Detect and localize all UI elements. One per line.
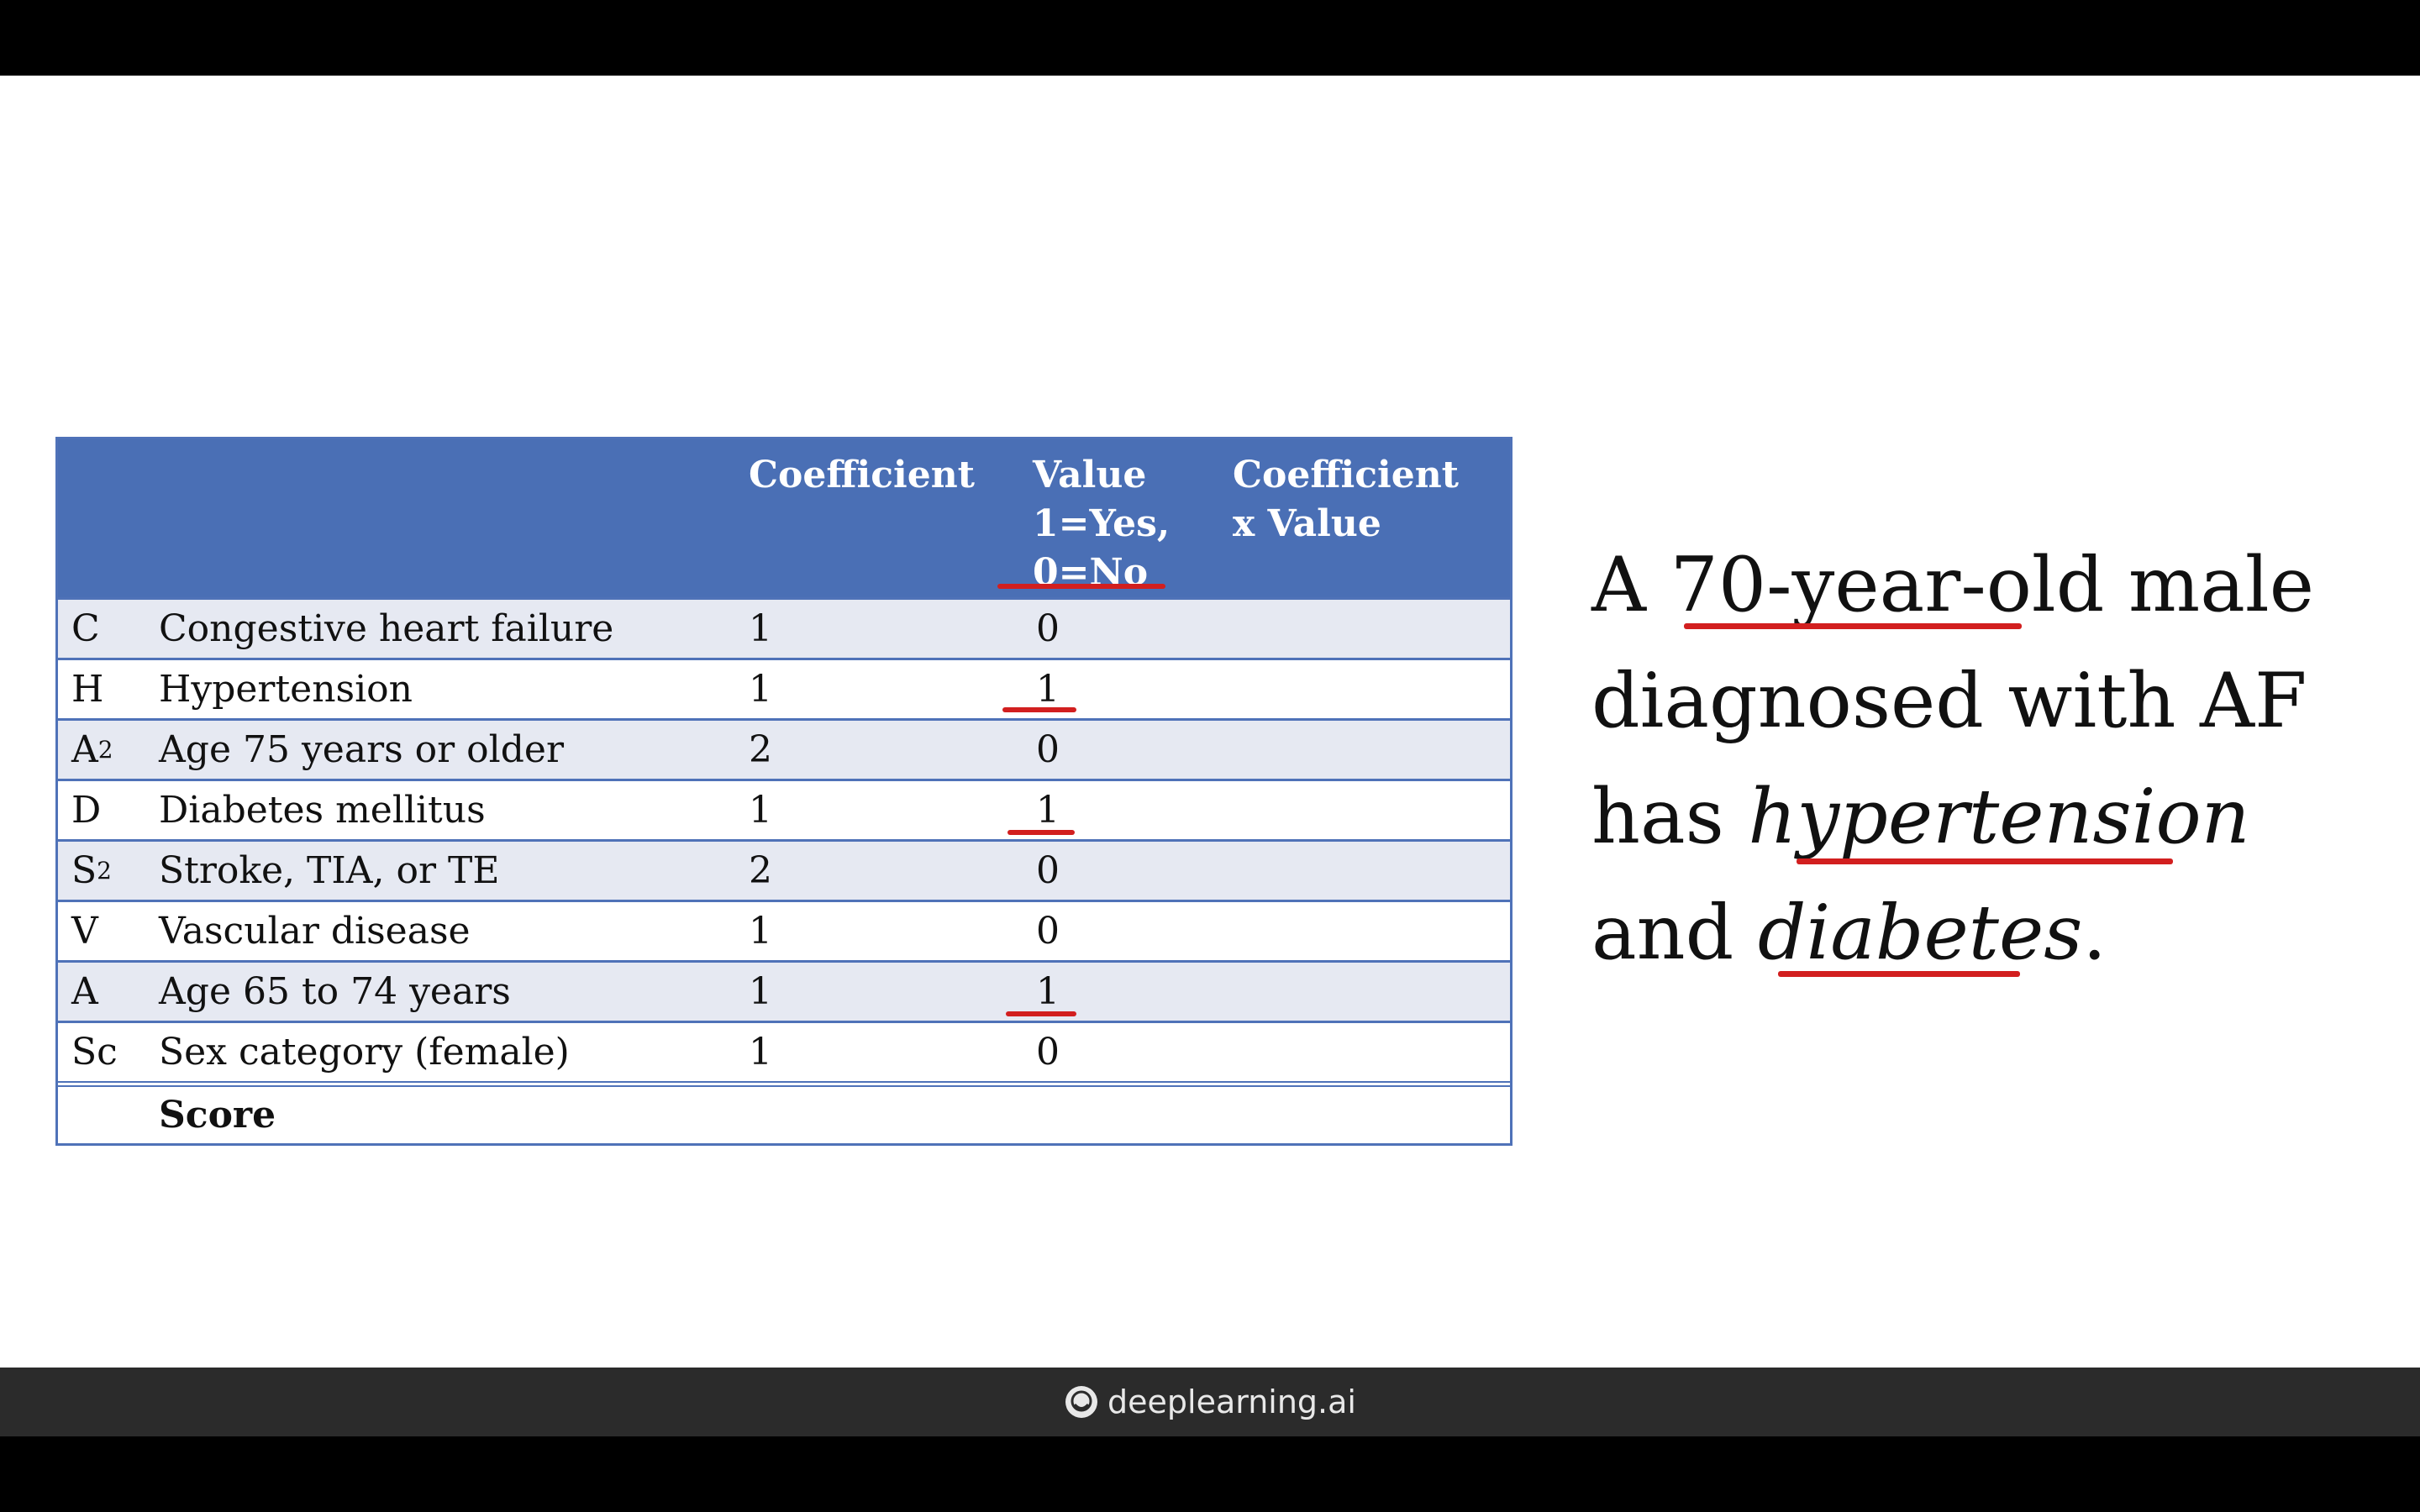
annotation-underline-age-value bbox=[1006, 1011, 1076, 1016]
row-coefficient: 1 bbox=[749, 607, 772, 650]
row-abbr: Sc bbox=[71, 1031, 118, 1074]
row-value: 1 bbox=[1036, 789, 1060, 832]
case-line-3: has hypertension bbox=[1591, 759, 2390, 875]
row-value: 1 bbox=[1036, 970, 1060, 1013]
case-age: 70-year-old bbox=[1670, 541, 2105, 629]
row-abbr: D bbox=[71, 789, 102, 832]
row-coefficient: 1 bbox=[749, 668, 772, 711]
table-row: H Hypertension 1 1 bbox=[58, 658, 1510, 718]
annotation-underline-age bbox=[1684, 623, 2022, 629]
row-value: 0 bbox=[1036, 607, 1060, 650]
case-line-4: and diabetes. bbox=[1591, 889, 2107, 977]
row-value: 0 bbox=[1036, 1031, 1060, 1074]
table-row: C Congestive heart failure 1 0 bbox=[58, 597, 1510, 658]
row-value: 1 bbox=[1036, 668, 1060, 711]
row-label: Stroke, TIA, or TE bbox=[159, 849, 500, 892]
score-label: Score bbox=[159, 1094, 276, 1137]
row-label: Diabetes mellitus bbox=[159, 789, 486, 832]
case-diabetes: diabetes bbox=[1757, 889, 2083, 977]
annotation-underline-header bbox=[997, 584, 1165, 589]
deeplearning-logo-icon bbox=[1065, 1386, 1098, 1418]
row-coefficient: 1 bbox=[749, 910, 772, 953]
row-coefficient: 1 bbox=[749, 789, 772, 832]
header-value: Value 1=Yes, 0=No bbox=[1033, 454, 1171, 594]
table-row: D Diabetes mellitus 1 1 bbox=[58, 779, 1510, 839]
slide: Coefficient Value 1=Yes, 0=No Coefficien… bbox=[0, 76, 2420, 1368]
case-hypertension: hypertension bbox=[1748, 773, 2250, 861]
video-bottom-bar: deeplearning.ai bbox=[0, 1368, 2420, 1436]
annotation-underline-hypertension-value bbox=[1002, 707, 1076, 712]
score-row: Score bbox=[58, 1081, 1510, 1143]
case-line-1: A 70-year-old male bbox=[1591, 541, 2314, 629]
table-header: Coefficient Value 1=Yes, 0=No Coefficien… bbox=[58, 439, 1510, 597]
row-label: Age 75 years or older bbox=[159, 728, 564, 771]
table-row: A Age 65 to 74 years 1 1 bbox=[58, 960, 1510, 1021]
annotation-underline-hypertension bbox=[1797, 858, 2173, 864]
annotation-underline-diabetes bbox=[1778, 971, 2020, 977]
annotation-underline-diabetes-value bbox=[1007, 830, 1075, 835]
brand-watermark: deeplearning.ai bbox=[0, 1368, 2420, 1436]
row-abbr: A bbox=[71, 970, 98, 1013]
row-coefficient: 2 bbox=[749, 849, 772, 892]
row-coefficient: 2 bbox=[749, 728, 772, 771]
row-abbr: V bbox=[71, 910, 98, 953]
row-coefficient: 1 bbox=[749, 1031, 772, 1074]
table-row: Sc Sex category (female) 1 0 bbox=[58, 1021, 1510, 1081]
row-label: Vascular disease bbox=[159, 910, 471, 953]
brand-name: deeplearning.ai bbox=[1107, 1383, 1356, 1420]
row-label: Sex category (female) bbox=[159, 1031, 570, 1074]
cha2ds2-vasc-table: Coefficient Value 1=Yes, 0=No Coefficien… bbox=[55, 437, 1512, 1146]
row-label: Hypertension bbox=[159, 668, 413, 711]
row-abbr: H bbox=[71, 668, 104, 711]
row-value: 0 bbox=[1036, 910, 1060, 953]
row-abbr: C bbox=[71, 607, 100, 650]
case-description: A 70-year-old male diagnosed with AF has… bbox=[1591, 528, 2390, 991]
row-label: Age 65 to 74 years bbox=[159, 970, 511, 1013]
table-row: V Vascular disease 1 0 bbox=[58, 900, 1510, 960]
case-line-2: diagnosed with AF bbox=[1591, 657, 2307, 745]
row-coefficient: 1 bbox=[749, 970, 772, 1013]
header-coefficient-x-value: Coefficient x Value bbox=[1233, 454, 1460, 545]
row-label: Congestive heart failure bbox=[159, 607, 614, 650]
row-value: 0 bbox=[1036, 849, 1060, 892]
header-coefficient: Coefficient bbox=[749, 454, 976, 496]
row-value: 0 bbox=[1036, 728, 1060, 771]
